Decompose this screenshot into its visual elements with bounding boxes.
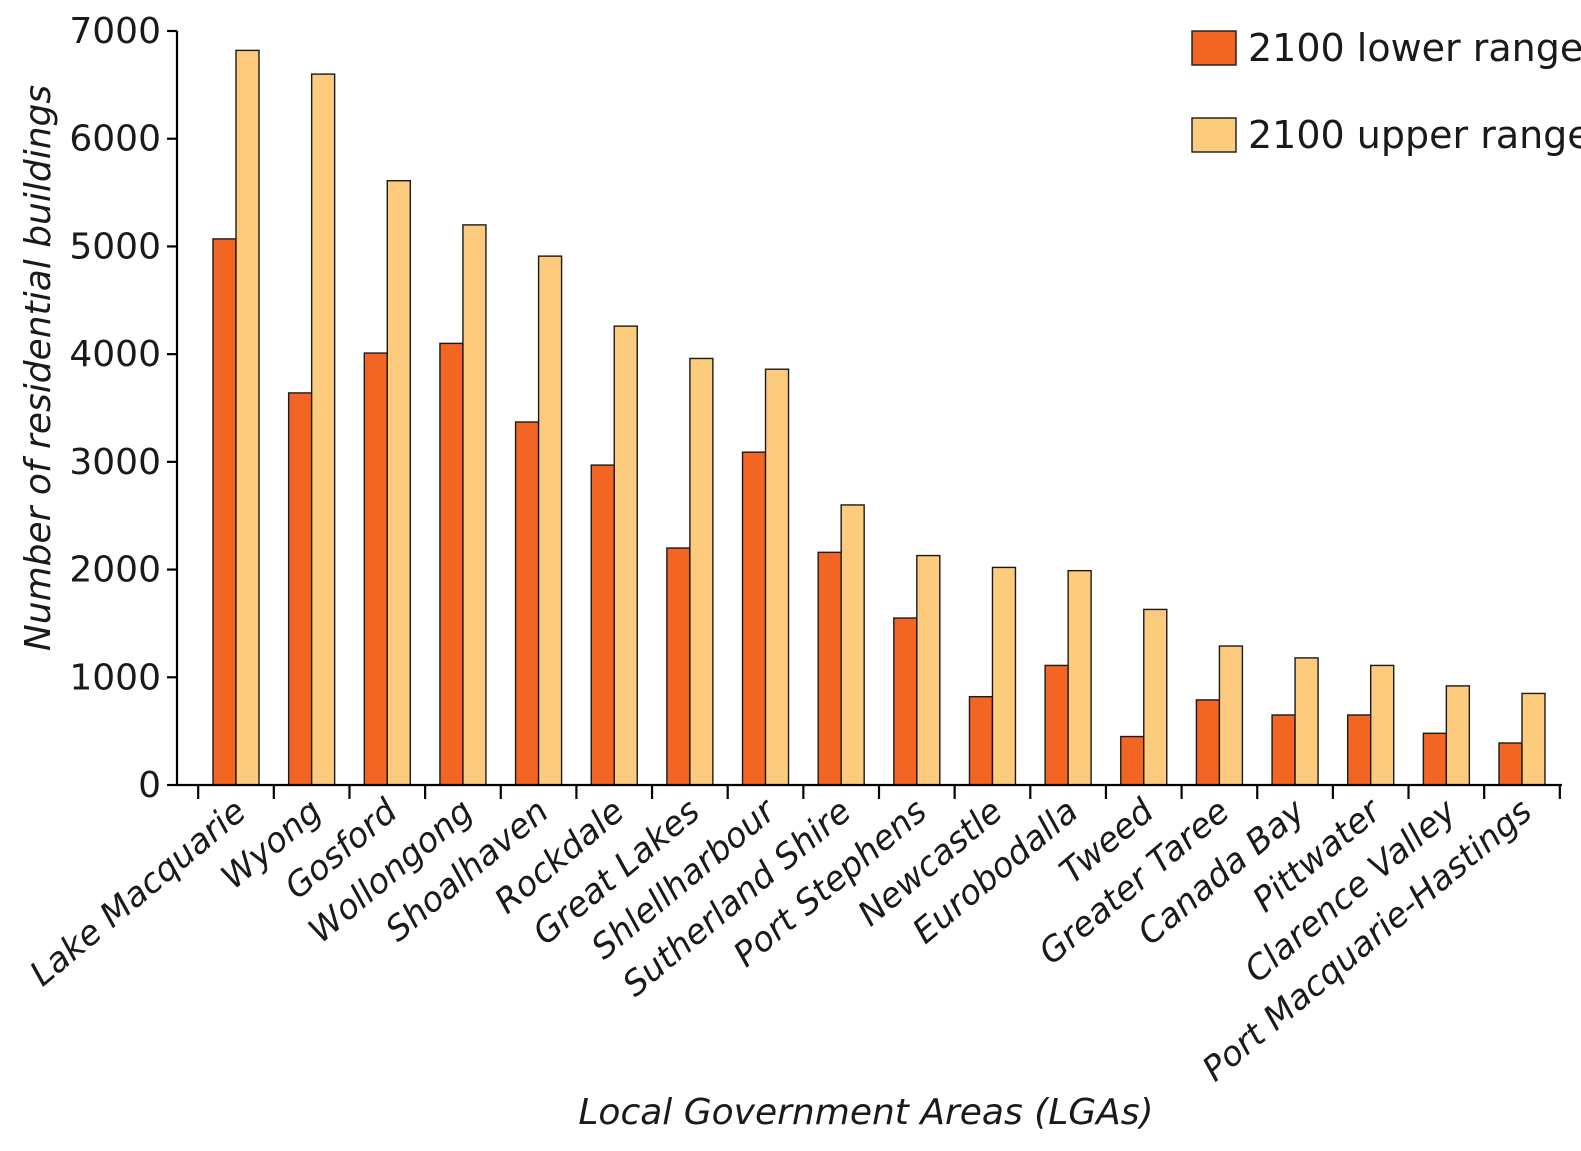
bar-lower-range <box>968 695 994 786</box>
bar-lower-range <box>893 617 918 786</box>
y-tick-label: 2000 <box>69 550 161 591</box>
y-tick-label: 5000 <box>69 226 161 267</box>
bar-upper-range <box>916 554 941 786</box>
bar-lower-range <box>1422 732 1448 786</box>
y-tick-label: 1000 <box>69 657 161 698</box>
bar-lower-range <box>287 392 313 786</box>
bar-upper-range <box>689 357 714 786</box>
bar-upper-range <box>1067 569 1092 786</box>
axes-group <box>167 29 1562 799</box>
bars-group <box>212 49 1546 786</box>
bar-lower-range <box>514 421 540 786</box>
bar-upper-range <box>235 49 260 786</box>
legend-swatch <box>1191 117 1237 153</box>
bar-upper-range <box>1294 657 1319 786</box>
legend: 2100 lower range 2100 upper range <box>1191 26 1581 157</box>
bar-upper-range <box>386 180 411 786</box>
bar-lower-range <box>1044 664 1069 786</box>
y-tick-label: 3000 <box>69 442 161 483</box>
bar-lower-range <box>212 238 237 786</box>
x-tick-labels: Lake MacquarieWyongGosfordWollongongShoa… <box>22 790 1539 1090</box>
bar-lower-range <box>439 342 464 786</box>
bar-upper-range <box>462 224 487 786</box>
x-axis-title: Local Government Areas (LGAs) <box>578 1092 1153 1133</box>
bar-upper-range <box>991 566 1017 786</box>
bar-lower-range <box>590 464 615 786</box>
legend-label: 2100 lower range <box>1248 26 1581 70</box>
bar-lower-range <box>1195 699 1221 786</box>
bar-upper-range <box>537 255 563 786</box>
bar-upper-range <box>1218 645 1244 786</box>
y-tick-label: 0 <box>138 765 161 806</box>
bar-lower-range <box>1347 714 1372 786</box>
bar-upper-range <box>1370 664 1395 786</box>
bar-lower-range <box>741 451 767 786</box>
bar-lower-range <box>1120 735 1145 786</box>
x-tick-label: Lake Macquarie <box>22 791 253 994</box>
bar-upper-range <box>1445 685 1471 786</box>
bar-lower-range <box>817 551 842 786</box>
bar-lower-range <box>666 547 691 786</box>
bar-upper-range <box>840 504 865 786</box>
y-tick-label: 7000 <box>69 11 161 52</box>
bar-upper-range <box>613 325 638 786</box>
bar-upper-range <box>1143 608 1168 786</box>
bar-upper-range <box>310 73 336 786</box>
bar-lower-range <box>363 352 388 786</box>
bar-upper-range <box>1521 692 1546 786</box>
legend-swatch <box>1191 30 1237 66</box>
y-tick-label: 4000 <box>69 334 161 375</box>
y-tick-label: 6000 <box>69 119 161 160</box>
bar-lower-range <box>1271 714 1296 786</box>
y-tick-labels: 0 1000 2000 3000 4000 5000 6000 7000 <box>69 11 161 806</box>
legend-label: 2100 upper range <box>1248 113 1581 157</box>
bar-lower-range <box>1498 742 1523 786</box>
bar-upper-range <box>764 368 790 786</box>
y-axis-title: Number of residential buildings <box>18 85 59 651</box>
